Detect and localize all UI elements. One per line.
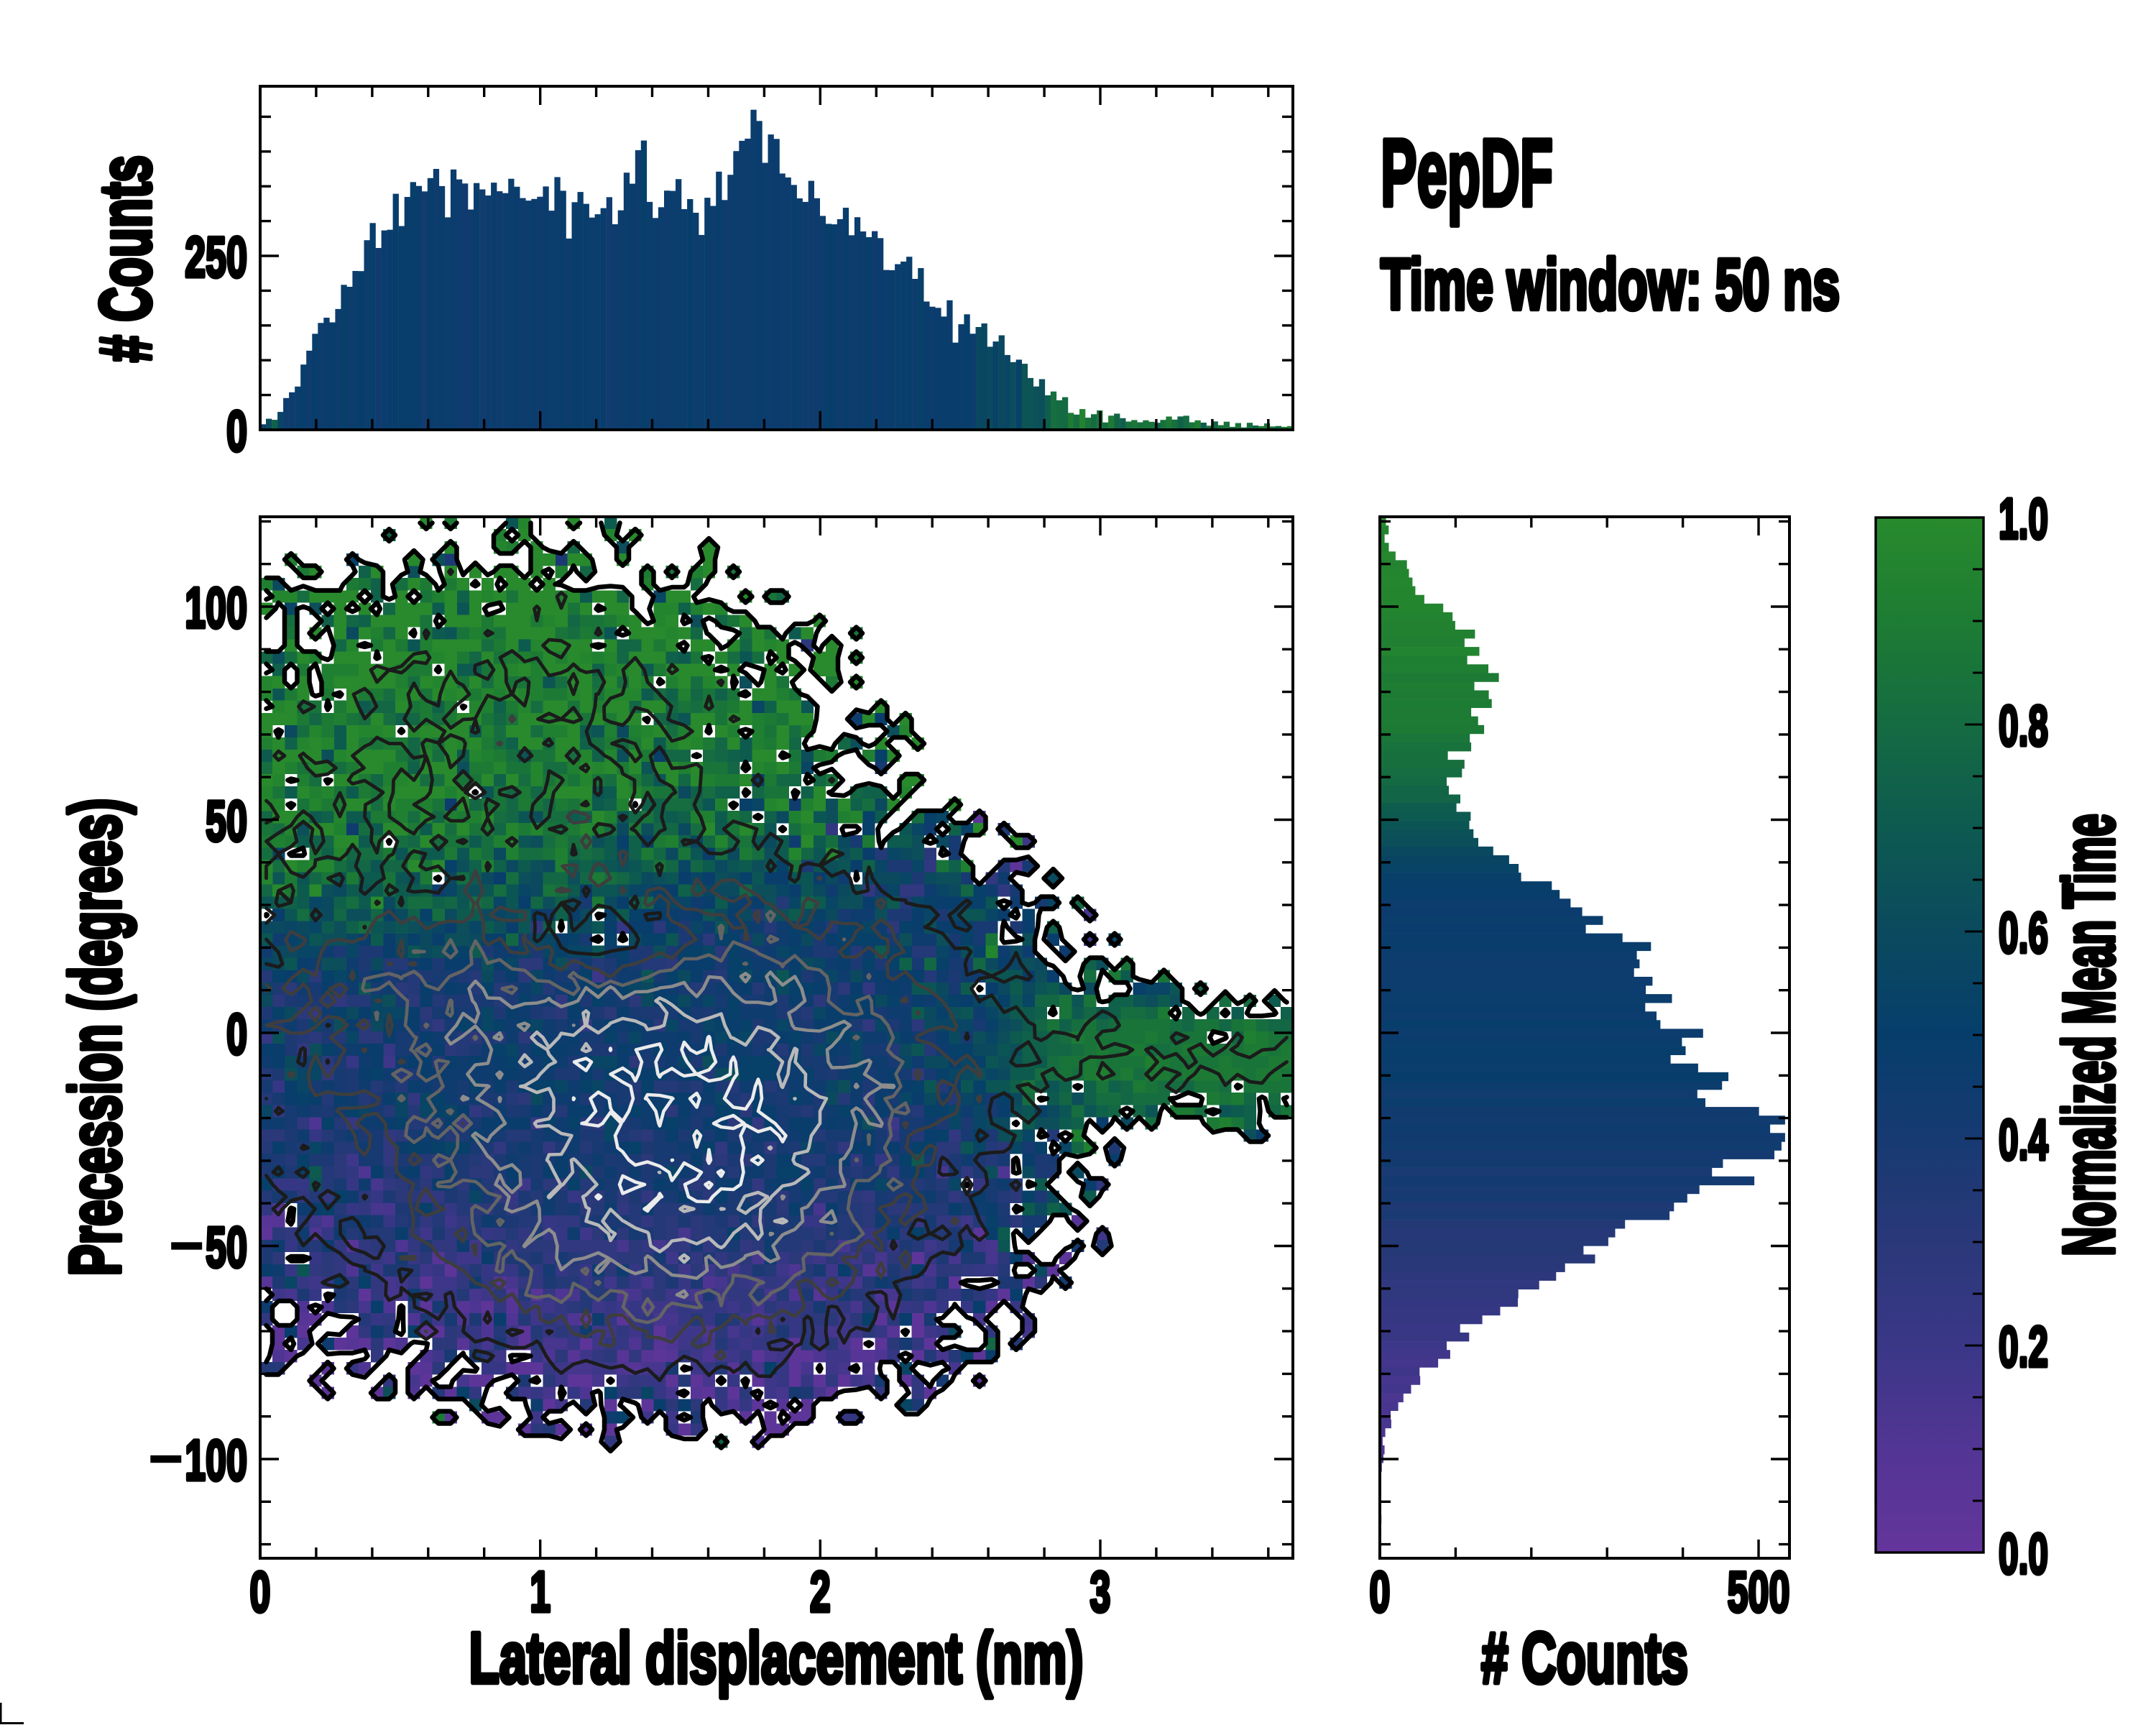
svg-text:0: 0 xyxy=(226,400,247,464)
svg-text:0.2: 0.2 xyxy=(1999,1315,2048,1379)
svg-text:Normalized Mean Time: Normalized Mean Time xyxy=(2049,814,2129,1256)
svg-text:500: 500 xyxy=(1728,1560,1790,1624)
svg-text:100: 100 xyxy=(185,576,247,640)
svg-text:250: 250 xyxy=(185,226,247,290)
svg-text:0: 0 xyxy=(1370,1560,1391,1624)
svg-text:0.6: 0.6 xyxy=(1999,901,2048,965)
svg-text:0: 0 xyxy=(250,1560,271,1624)
svg-text:3: 3 xyxy=(1090,1560,1111,1624)
svg-text:# Counts: # Counts xyxy=(86,155,166,362)
svg-text:50: 50 xyxy=(206,1216,247,1280)
svg-text:0.8: 0.8 xyxy=(1999,694,2048,758)
svg-text:Precession (degrees): Precession (degrees) xyxy=(55,799,135,1276)
svg-text:Lateral displacement (nm): Lateral displacement (nm) xyxy=(469,1618,1084,1698)
svg-text:0.4: 0.4 xyxy=(1999,1108,2048,1172)
svg-text:Time window: 50 ns: Time window: 50 ns xyxy=(1381,245,1840,325)
svg-text:1.0: 1.0 xyxy=(1999,487,2048,551)
svg-text:100: 100 xyxy=(185,1429,247,1493)
svg-text:50: 50 xyxy=(206,790,247,854)
svg-text:# Counts: # Counts xyxy=(1481,1619,1688,1698)
svg-text:0.0: 0.0 xyxy=(1999,1522,2048,1586)
svg-text:2: 2 xyxy=(810,1560,831,1624)
svg-text:0: 0 xyxy=(226,1003,247,1067)
svg-text:PepDF: PepDF xyxy=(1381,119,1553,226)
svg-text:1: 1 xyxy=(530,1560,550,1624)
